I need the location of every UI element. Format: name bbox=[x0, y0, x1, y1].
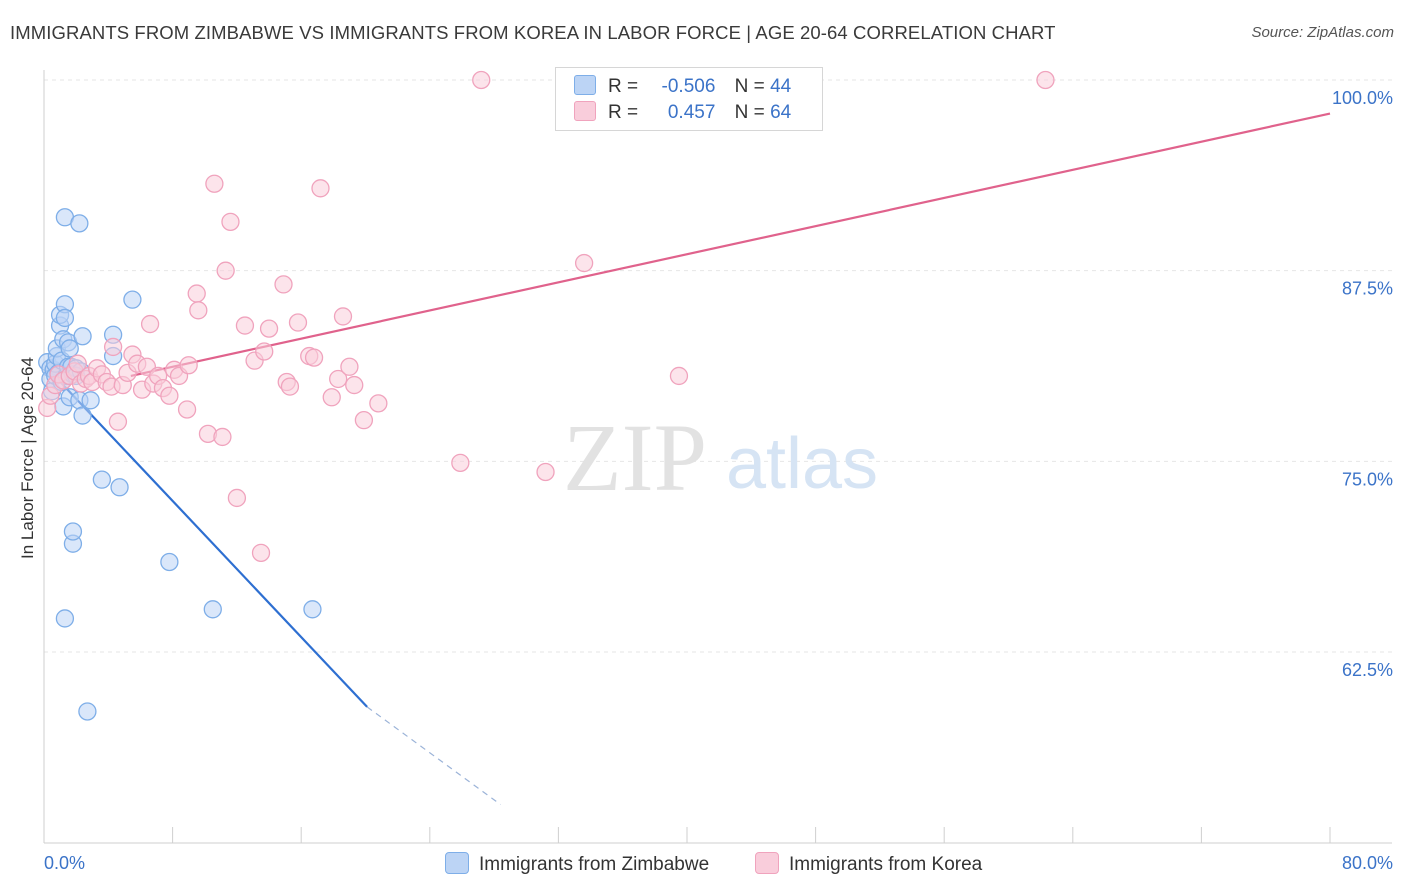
point-series-1 bbox=[140, 314, 160, 334]
legend-row-zimbabwe: R = -0.506 N = 44 bbox=[574, 75, 791, 99]
y-tick-label: 87.5% bbox=[1342, 279, 1393, 299]
legend-n-label: N = bbox=[734, 102, 765, 123]
point-series-1 bbox=[574, 253, 594, 273]
y-tick-label: 100.0% bbox=[1332, 88, 1393, 108]
point-series-1 bbox=[227, 488, 247, 508]
legend-r-value: 0.457 bbox=[667, 102, 716, 123]
point-series-1 bbox=[108, 412, 128, 431]
point-series-1 bbox=[251, 543, 271, 563]
point-series-1 bbox=[329, 369, 348, 389]
y-tick-label: 75.0% bbox=[1342, 469, 1393, 489]
legend-n-value: 44 bbox=[770, 76, 792, 97]
legend-r-value: -0.506 bbox=[661, 76, 716, 97]
trend-lines bbox=[48, 112, 1331, 806]
trend-line-extension-0 bbox=[366, 706, 501, 806]
data-points bbox=[38, 70, 1055, 721]
point-series-1 bbox=[187, 284, 206, 303]
point-series-0 bbox=[203, 600, 222, 619]
point-series-1 bbox=[354, 410, 374, 430]
chart-title: IMMIGRANTS FROM ZIMBABWE VS IMMIGRANTS F… bbox=[10, 22, 1056, 43]
point-series-0 bbox=[55, 609, 75, 628]
point-series-1 bbox=[322, 388, 341, 407]
point-series-1 bbox=[472, 70, 491, 90]
point-series-0 bbox=[81, 391, 100, 410]
point-series-0 bbox=[160, 552, 179, 572]
point-series-1 bbox=[304, 348, 324, 367]
point-series-0 bbox=[55, 308, 75, 328]
legend-n-value: 64 bbox=[770, 102, 792, 123]
point-series-1 bbox=[103, 337, 123, 357]
legend-n-label: N = bbox=[734, 76, 765, 97]
point-series-1 bbox=[1036, 70, 1055, 90]
legend-r-label: R = bbox=[608, 76, 639, 97]
y-axis-label: In Labor Force | Age 20-64 bbox=[18, 357, 37, 559]
legend-row-korea: R = 0.457 N = 64 bbox=[574, 101, 791, 125]
point-series-1 bbox=[177, 400, 197, 419]
y-tick-label: 62.5% bbox=[1342, 660, 1393, 680]
point-series-0 bbox=[73, 327, 92, 346]
point-series-1 bbox=[255, 342, 274, 361]
point-series-0 bbox=[70, 214, 89, 233]
point-series-1 bbox=[235, 316, 255, 335]
point-series-0 bbox=[92, 470, 112, 489]
legend-r-label: R = bbox=[608, 102, 639, 123]
point-series-0 bbox=[110, 478, 129, 497]
point-series-1 bbox=[213, 427, 232, 447]
point-series-1 bbox=[311, 179, 330, 198]
legend-label-korea: Immigrants from Korea bbox=[789, 854, 983, 875]
point-series-1 bbox=[68, 354, 87, 373]
source-label: Source: ZipAtlas.com bbox=[1251, 24, 1394, 41]
point-series-1 bbox=[160, 386, 179, 405]
point-series-1 bbox=[345, 375, 364, 395]
legend-item-korea: Immigrants from Korea bbox=[755, 852, 982, 876]
point-series-0 bbox=[303, 600, 322, 619]
point-series-1 bbox=[536, 462, 555, 482]
y-tick-labels: 100.0% 87.5% 75.0% 62.5% bbox=[1332, 88, 1393, 680]
point-series-1 bbox=[288, 313, 308, 332]
point-series-0 bbox=[78, 702, 97, 721]
point-series-1 bbox=[179, 356, 198, 375]
gridlines bbox=[44, 79, 1392, 653]
legend-swatch-korea bbox=[755, 852, 779, 874]
point-series-0 bbox=[73, 406, 92, 425]
legend-label-zimbabwe: Immigrants from Zimbabwe bbox=[479, 854, 710, 875]
legend-swatch-zimbabwe bbox=[445, 852, 469, 874]
watermark-zip: ZIP bbox=[563, 404, 707, 511]
stats-legend: R = -0.506 N = 44 R = 0.457 N = 64 bbox=[555, 67, 823, 131]
point-series-1 bbox=[333, 307, 353, 326]
trend-line-1 bbox=[130, 112, 1331, 377]
point-series-1 bbox=[280, 377, 300, 396]
legend-swatch-zimbabwe bbox=[574, 75, 596, 95]
watermark-atlas: atlas bbox=[726, 424, 878, 504]
point-series-1 bbox=[189, 301, 208, 320]
point-series-0 bbox=[63, 522, 83, 541]
point-series-1 bbox=[274, 275, 293, 294]
axes bbox=[43, 70, 1392, 844]
point-series-1 bbox=[369, 394, 388, 413]
point-series-1 bbox=[216, 261, 235, 280]
point-series-1 bbox=[340, 357, 359, 376]
point-series-0 bbox=[123, 290, 142, 309]
x-tick-label-min: 0.0% bbox=[44, 853, 85, 873]
point-series-1 bbox=[259, 319, 279, 338]
legend-swatch-korea bbox=[574, 101, 596, 121]
point-series-1 bbox=[221, 212, 240, 232]
point-series-1 bbox=[451, 453, 470, 473]
point-series-0 bbox=[60, 339, 79, 358]
point-series-1 bbox=[669, 366, 689, 386]
trend-line-0 bbox=[48, 369, 368, 708]
point-series-1 bbox=[205, 174, 224, 193]
x-tick-label-max: 80.0% bbox=[1342, 853, 1393, 873]
legend-item-zimbabwe: Immigrants from Zimbabwe bbox=[445, 852, 709, 876]
